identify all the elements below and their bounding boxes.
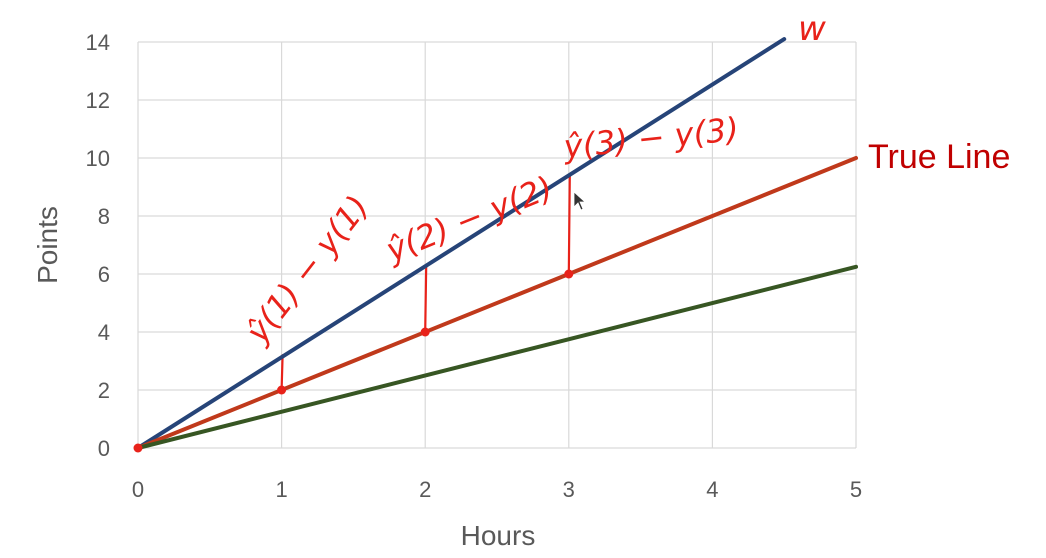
- x-tick-label: 5: [850, 477, 862, 502]
- error-segment: [425, 265, 426, 332]
- y-tick-label: 10: [86, 146, 110, 171]
- y-axis-label: Points: [32, 206, 63, 284]
- y-tick-label: 0: [98, 436, 110, 461]
- annotation-error-2: ŷ(2) − y(2): [380, 168, 558, 269]
- green-prediction-line: [138, 267, 856, 448]
- y-tick-label: 12: [86, 88, 110, 113]
- data-point: [134, 444, 143, 453]
- x-tick-label: 0: [132, 477, 144, 502]
- y-tick-label: 2: [98, 378, 110, 403]
- true-line-label: True Line: [868, 138, 1010, 176]
- mouse-cursor-icon: [574, 192, 585, 210]
- x-axis-ticks: 0 1 2 3 4 5: [132, 477, 862, 502]
- y-tick-label: 4: [98, 320, 110, 345]
- grid-lines: [138, 42, 856, 448]
- data-point: [421, 328, 430, 337]
- y-axis-ticks: 0 2 4 6 8 10 12 14: [86, 30, 110, 461]
- y-tick-label: 6: [98, 262, 110, 287]
- x-axis-label: Hours: [461, 520, 536, 551]
- x-tick-label: 4: [706, 477, 718, 502]
- x-tick-label: 2: [419, 477, 431, 502]
- data-point: [277, 386, 286, 395]
- data-point: [564, 270, 573, 279]
- error-segment: [282, 355, 283, 390]
- y-tick-label: 8: [98, 204, 110, 229]
- x-tick-label: 1: [275, 477, 287, 502]
- annotation-error-1: ŷ(1) − y(1): [238, 188, 377, 351]
- error-segment: [569, 175, 570, 274]
- annotation-w: w: [798, 9, 826, 49]
- y-tick-label: 14: [86, 30, 110, 55]
- x-tick-label: 3: [563, 477, 575, 502]
